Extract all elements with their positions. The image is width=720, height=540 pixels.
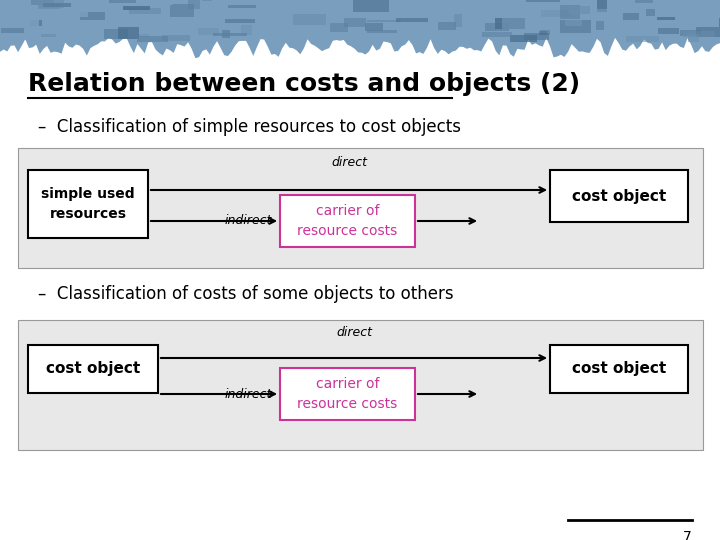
- Bar: [230, 0, 238, 4]
- Bar: [153, 0, 173, 5]
- Bar: [138, 37, 168, 42]
- Bar: [565, 19, 582, 26]
- Text: cost object: cost object: [46, 361, 140, 376]
- Bar: [330, 23, 348, 32]
- Bar: [22, 17, 39, 26]
- Bar: [18, 320, 703, 450]
- Bar: [16, 28, 35, 40]
- Bar: [123, 5, 150, 10]
- Bar: [485, 23, 509, 31]
- Bar: [129, 8, 161, 14]
- Polygon shape: [0, 0, 720, 58]
- Bar: [510, 35, 537, 42]
- Bar: [104, 29, 127, 39]
- Bar: [539, 30, 550, 36]
- Bar: [80, 12, 105, 20]
- Text: 7: 7: [683, 530, 692, 540]
- Text: carrier of
resource costs: carrier of resource costs: [297, 377, 397, 411]
- Bar: [365, 23, 382, 31]
- Bar: [550, 170, 688, 222]
- Bar: [623, 12, 639, 20]
- Bar: [580, 9, 609, 17]
- Bar: [213, 32, 247, 36]
- Bar: [1, 28, 24, 33]
- Bar: [43, 3, 71, 7]
- Bar: [293, 0, 313, 4]
- Bar: [199, 28, 219, 35]
- Text: –  Classification of simple resources to cost objects: – Classification of simple resources to …: [38, 118, 461, 136]
- Bar: [344, 18, 366, 27]
- Text: cost object: cost object: [572, 188, 666, 204]
- Bar: [222, 30, 230, 38]
- Bar: [30, 21, 42, 26]
- Bar: [473, 18, 505, 28]
- Bar: [40, 0, 64, 8]
- Bar: [109, 0, 136, 3]
- Bar: [280, 195, 415, 247]
- Text: carrier of
resource costs: carrier of resource costs: [297, 204, 397, 238]
- Bar: [550, 345, 688, 393]
- Bar: [137, 35, 149, 37]
- Bar: [526, 0, 559, 2]
- Bar: [438, 22, 456, 30]
- Text: Relation between costs and objects (2): Relation between costs and objects (2): [28, 72, 580, 96]
- Text: direct: direct: [336, 326, 372, 339]
- Bar: [539, 31, 547, 35]
- Bar: [280, 368, 415, 420]
- Bar: [560, 20, 591, 33]
- Bar: [42, 35, 56, 37]
- Bar: [240, 25, 252, 36]
- Bar: [189, 0, 200, 9]
- Bar: [162, 35, 189, 41]
- Bar: [696, 27, 720, 37]
- Bar: [603, 22, 627, 31]
- Bar: [596, 21, 604, 30]
- Bar: [28, 345, 158, 393]
- Bar: [658, 28, 679, 34]
- Bar: [18, 148, 703, 268]
- Bar: [559, 5, 580, 19]
- Bar: [59, 23, 92, 28]
- Bar: [598, 0, 608, 12]
- Bar: [647, 9, 655, 16]
- Bar: [38, 4, 60, 9]
- Bar: [524, 33, 549, 40]
- Text: indirect: indirect: [225, 388, 272, 401]
- Bar: [118, 27, 139, 39]
- Bar: [170, 4, 194, 17]
- Bar: [636, 0, 654, 5]
- Bar: [394, 8, 428, 13]
- Bar: [367, 30, 397, 33]
- Bar: [657, 17, 675, 20]
- Bar: [78, 8, 88, 17]
- Text: –  Classification of costs of some objects to others: – Classification of costs of some object…: [38, 285, 454, 303]
- Bar: [202, 0, 212, 1]
- Text: simple used
resources: simple used resources: [41, 187, 135, 221]
- Bar: [366, 20, 401, 23]
- Bar: [626, 36, 659, 42]
- Bar: [503, 17, 536, 29]
- Bar: [31, 0, 55, 5]
- Bar: [396, 18, 428, 23]
- Bar: [688, 34, 698, 43]
- Bar: [294, 14, 326, 25]
- Bar: [635, 0, 653, 3]
- Text: indirect: indirect: [225, 214, 272, 227]
- Bar: [228, 5, 256, 8]
- Text: cost object: cost object: [572, 361, 666, 376]
- Bar: [354, 1, 389, 12]
- Bar: [482, 32, 512, 37]
- Bar: [715, 11, 720, 18]
- Bar: [683, 31, 715, 37]
- Text: direct: direct: [331, 156, 367, 168]
- Bar: [495, 18, 525, 29]
- Bar: [454, 14, 462, 27]
- Bar: [541, 10, 571, 17]
- Bar: [225, 19, 255, 23]
- Bar: [215, 34, 247, 40]
- Bar: [701, 5, 720, 18]
- Bar: [568, 6, 590, 14]
- Bar: [28, 170, 148, 238]
- Bar: [680, 30, 701, 36]
